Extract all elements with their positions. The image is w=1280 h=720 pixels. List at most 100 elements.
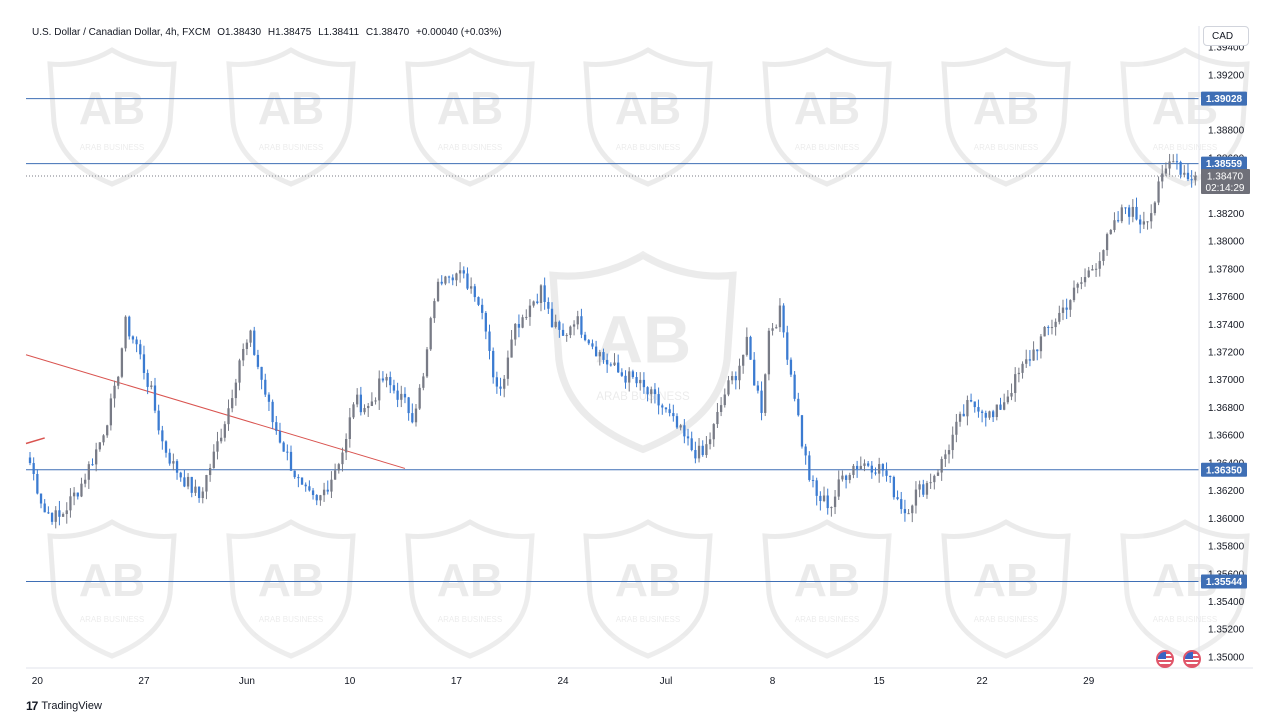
candle-body [642, 379, 646, 388]
candle [723, 388, 726, 408]
candle [319, 494, 322, 506]
candle-body [179, 472, 182, 478]
candle-body [466, 273, 469, 289]
candle-body [337, 464, 340, 471]
candle-body [565, 335, 568, 337]
currency-button[interactable]: CAD [1203, 26, 1249, 46]
candle-body [164, 441, 168, 453]
us-flag-event-icon[interactable] [1156, 650, 1174, 668]
candle-body [407, 397, 410, 414]
candle-body [348, 417, 351, 439]
tradingview-logo[interactable]: 17 TradingView [26, 699, 102, 713]
candle [892, 475, 896, 500]
watermark-shield: AB ARAB BUSINESS [583, 47, 713, 187]
watermark-shield-outline [1120, 47, 1250, 187]
candle-body [771, 328, 774, 331]
candle-body [47, 512, 50, 514]
candle [227, 399, 230, 431]
candle [455, 272, 458, 287]
candle-body [1072, 287, 1076, 301]
close-value: C1.38470 [365, 27, 410, 38]
candle-body [1039, 336, 1043, 352]
candle [190, 476, 193, 498]
candle [510, 330, 513, 358]
candle-body [933, 475, 936, 483]
candle [205, 474, 208, 500]
candle [767, 327, 771, 381]
candle-body [900, 499, 903, 510]
candle-body [863, 463, 866, 466]
watermark-shield: AB ARAB BUSINESS [583, 519, 713, 659]
candle-body [561, 329, 565, 336]
candle-body [767, 330, 771, 375]
candle [1139, 214, 1142, 234]
candle [642, 372, 646, 394]
candle-body [668, 409, 671, 414]
candle-body [867, 463, 870, 466]
candle-body [208, 467, 212, 476]
candle-body [969, 400, 973, 402]
candle [933, 474, 936, 490]
candle-body [462, 270, 465, 274]
candle [878, 457, 881, 483]
price-tick-label: 1.37600 [1208, 292, 1245, 303]
candle [1003, 393, 1006, 411]
candle [1116, 211, 1120, 223]
candle-body [911, 505, 914, 514]
candle [168, 448, 171, 466]
time-axis[interactable]: 20 27 Jun 10 17 24 Jul 8 15 22 29 [32, 676, 1095, 687]
time-tick-label: 10 [344, 676, 356, 687]
candle [914, 481, 918, 514]
candle [1054, 318, 1057, 336]
candle [131, 335, 135, 344]
candle [150, 380, 153, 390]
price-tick-label: 1.35200 [1208, 625, 1245, 636]
candle-body [1124, 207, 1127, 209]
candle-body [392, 385, 396, 391]
candle-body [811, 479, 815, 481]
high-value: H1.38475 [267, 27, 312, 38]
candle [356, 388, 359, 408]
candle [352, 402, 355, 420]
candle [855, 460, 859, 478]
candle-body [925, 483, 929, 495]
candle-body [190, 476, 193, 493]
candle [1183, 165, 1186, 178]
trend-line[interactable] [25, 354, 406, 469]
candle-body [216, 441, 219, 452]
candle-body [1172, 161, 1175, 163]
candle [333, 463, 337, 480]
candle [183, 470, 186, 488]
trend-line-stub[interactable] [25, 437, 45, 445]
candle [1186, 163, 1190, 182]
candle-body [1061, 307, 1065, 313]
candle-body [253, 330, 256, 355]
candle [286, 444, 289, 461]
candle-body [742, 354, 745, 366]
watermark-text: ARAB BUSINESS [795, 143, 859, 152]
candle [311, 487, 315, 500]
candle-body [738, 365, 741, 381]
symbol-name[interactable]: U.S. Dollar / Canadian Dollar, 4h, FXCM [32, 27, 211, 38]
candle-body [760, 390, 763, 413]
candle [686, 428, 690, 446]
candle-body [153, 385, 157, 411]
us-flag-event-icon-2[interactable] [1183, 650, 1201, 668]
candle-body [1021, 363, 1024, 373]
candle-body [245, 342, 249, 349]
candle-body [1175, 161, 1179, 163]
candle [565, 333, 568, 342]
candle [1135, 197, 1138, 221]
candle-body [326, 489, 329, 492]
candle-body [1113, 220, 1116, 230]
candle-body [572, 324, 576, 327]
candle [606, 353, 609, 373]
candle-body [1105, 234, 1109, 251]
candle [495, 371, 499, 394]
candle-body [80, 483, 83, 497]
price-tick-label: 1.35000 [1208, 652, 1245, 663]
candle [521, 314, 524, 329]
candle-body [653, 389, 657, 395]
candle-body [944, 454, 947, 460]
